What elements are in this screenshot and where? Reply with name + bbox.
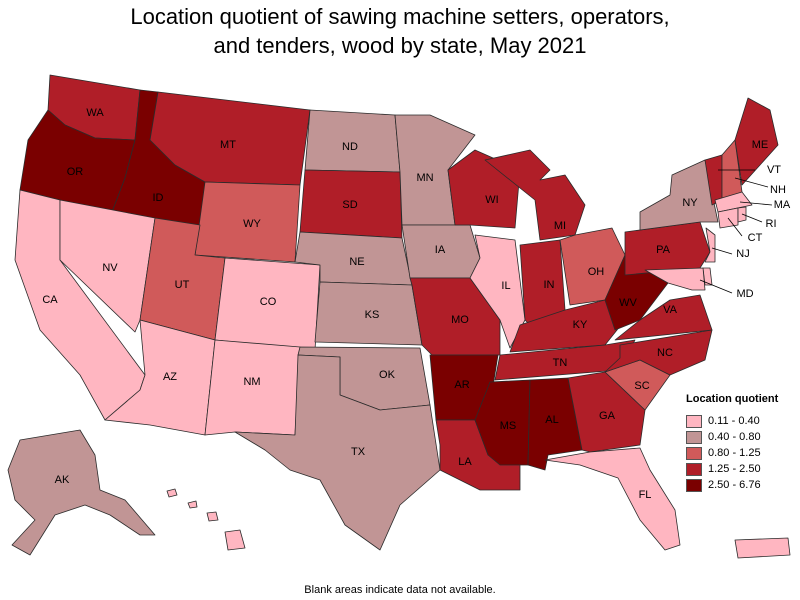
leader-nj xyxy=(711,247,733,255)
legend-title: Location quotient xyxy=(686,393,779,405)
state-fl[interactable] xyxy=(544,447,681,551)
state-hi[interactable] xyxy=(166,488,246,551)
state-me[interactable] xyxy=(734,97,779,186)
map-title-line-1: Location quotient of sawing machine sett… xyxy=(130,4,670,29)
state-label-ga: GA xyxy=(599,410,616,422)
legend-label-1: 0.11 - 0.40 xyxy=(708,415,760,427)
state-label-ms: MS xyxy=(500,420,517,432)
state-nc[interactable] xyxy=(604,329,713,376)
state-label-md: MD xyxy=(736,288,753,300)
state-label-co: CO xyxy=(260,296,277,308)
state-label-nh: NH xyxy=(770,184,786,196)
state-ma[interactable] xyxy=(714,191,753,213)
leader-ri xyxy=(741,213,763,223)
map-title: Location quotient of sawing machine sett… xyxy=(0,2,800,60)
state-label-ky: KY xyxy=(573,319,588,331)
state-ri[interactable] xyxy=(737,206,747,223)
state-label-or: OR xyxy=(67,166,84,178)
state-label-wa: WA xyxy=(86,107,104,119)
state-label-pa: PA xyxy=(656,244,671,256)
legend-swatch-3 xyxy=(686,446,702,460)
state-nv[interactable] xyxy=(59,199,156,333)
legend-bin-1: 0.11 - 0.40 xyxy=(686,413,798,429)
state-nj[interactable] xyxy=(704,227,716,263)
state-label-ks: KS xyxy=(365,309,380,321)
legend-swatch-1 xyxy=(686,414,702,428)
legend-swatch-2 xyxy=(686,430,702,444)
state-md[interactable] xyxy=(644,267,706,291)
state-label-wy: WY xyxy=(243,218,261,230)
state-label-mt: MT xyxy=(220,139,236,151)
state-il[interactable] xyxy=(469,234,526,349)
state-label-sc: SC xyxy=(634,380,649,392)
legend-bin-5: 2.50 - 6.76 xyxy=(686,477,798,493)
state-label-mi: MI xyxy=(554,220,566,232)
legend-label-3: 0.80 - 1.25 xyxy=(708,447,761,459)
state-label-tx: TX xyxy=(351,446,366,458)
state-label-oh: OH xyxy=(588,266,605,278)
state-label-mn: MN xyxy=(416,172,433,184)
state-label-wv: WV xyxy=(619,297,637,309)
state-label-ak: AK xyxy=(55,474,70,486)
state-label-id: ID xyxy=(153,192,164,204)
state-label-al: AL xyxy=(545,414,558,426)
legend-label-5: 2.50 - 6.76 xyxy=(708,479,761,491)
legend-label-4: 1.25 - 2.50 xyxy=(708,463,761,475)
state-label-nj: NJ xyxy=(736,248,749,260)
state-label-ok: OK xyxy=(379,369,396,381)
state-label-la: LA xyxy=(458,456,472,468)
legend-swatch-5 xyxy=(686,478,702,492)
state-labels: WA OR CA ID NV MT WY UT AZ CO NM ND SD NE KS OK TX MN IA MO… xyxy=(42,107,791,501)
state-label-nm: NM xyxy=(243,376,260,388)
leader-ma xyxy=(739,201,773,206)
state-label-ma: MA xyxy=(774,199,791,211)
state-label-in: IN xyxy=(544,279,555,291)
state-label-ia: IA xyxy=(435,244,446,256)
state-label-ca: CA xyxy=(42,294,58,306)
state-label-ri: RI xyxy=(766,218,777,230)
state-label-fl: FL xyxy=(639,489,652,501)
legend-bin-4: 1.25 - 2.50 xyxy=(686,461,798,477)
state-label-ne: NE xyxy=(349,256,364,268)
state-label-ny: NY xyxy=(682,197,698,209)
state-label-wi: WI xyxy=(485,194,498,206)
state-label-tn: TN xyxy=(553,357,568,369)
state-label-az: AZ xyxy=(163,371,177,383)
state-label-ar: AR xyxy=(454,379,469,391)
leader-nh xyxy=(734,177,769,188)
leader-ct xyxy=(727,217,743,237)
footnote: Blank areas indicate data not available. xyxy=(304,584,496,596)
legend: Location quotient 0.11 - 0.40 0.40 - 0.8… xyxy=(686,393,798,493)
state-label-il: IL xyxy=(501,280,510,292)
leader-md xyxy=(699,279,733,294)
state-label-ct: CT xyxy=(748,232,763,244)
state-label-nc: NC xyxy=(657,347,673,359)
legend-swatch-4 xyxy=(686,462,702,476)
state-label-ut: UT xyxy=(175,279,190,291)
state-va[interactable] xyxy=(614,294,713,341)
state-pr[interactable] xyxy=(734,537,791,559)
legend-bin-2: 0.40 - 0.80 xyxy=(686,429,798,445)
map-title-line-2: and tenders, wood by state, May 2021 xyxy=(213,33,587,58)
state-label-mo: MO xyxy=(451,314,469,326)
legend-bin-3: 0.80 - 1.25 xyxy=(686,445,798,461)
state-label-nv: NV xyxy=(102,262,118,274)
state-label-vt: VT xyxy=(767,164,781,176)
state-label-va: VA xyxy=(663,304,678,316)
state-label-me: ME xyxy=(752,139,769,151)
state-label-sd: SD xyxy=(342,199,357,211)
state-mi[interactable] xyxy=(484,149,586,241)
state-label-nd: ND xyxy=(342,141,358,153)
state-ak[interactable] xyxy=(7,429,156,556)
legend-label-2: 0.40 - 0.80 xyxy=(708,431,761,443)
state-tx[interactable] xyxy=(234,354,441,551)
